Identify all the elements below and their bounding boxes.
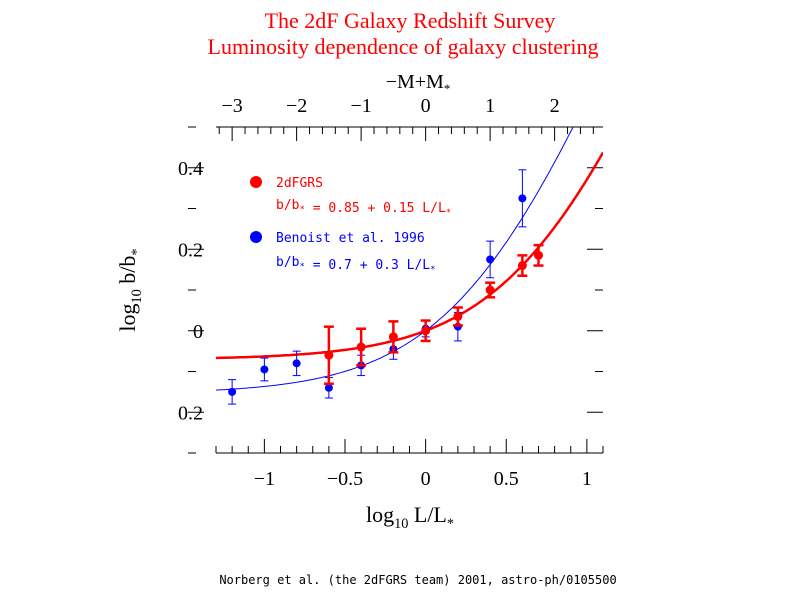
y-tick-label: 0 [193, 321, 203, 343]
data-point-benoist [228, 387, 237, 396]
legend-marker-benoist [250, 231, 262, 243]
data-point-2dfgrs [388, 332, 398, 342]
model-curve-2dfgrs [216, 151, 603, 360]
y-tick-label: 0.2 [178, 402, 203, 424]
top-axis-label: −M+M* [386, 71, 451, 96]
data-point-benoist [486, 255, 495, 264]
chart-title-line1: The 2dF Galaxy Redshift Survey [265, 8, 556, 33]
legend-formula-benoist: b/b* = 0.7 + 0.3 L/L* [276, 255, 436, 275]
top-tick-label: −1 [350, 95, 371, 117]
x-tick-label: 0.5 [494, 468, 519, 490]
data-point-2dfgrs [421, 326, 431, 336]
data-point-2dfgrs [485, 285, 495, 295]
x-tick-label: 0 [421, 468, 431, 490]
y-tick-label: 0.4 [178, 158, 203, 180]
top-tick-label: −3 [221, 95, 242, 117]
data-point-benoist [518, 194, 527, 203]
legend-name-2dfgrs: 2dFGRS [276, 176, 323, 191]
y-tick-label: 0.2 [178, 239, 203, 261]
top-tick-label: 0 [421, 95, 431, 117]
top-tick-label: 1 [485, 95, 495, 117]
data-point-2dfgrs [324, 350, 334, 360]
top-tick-label: 2 [550, 95, 560, 117]
data-point-2dfgrs [356, 342, 366, 352]
chart-title-line2: Luminosity dependence of galaxy clusteri… [208, 34, 599, 59]
credit-text: Norberg et al. (the 2dFGRS team) 2001, a… [219, 573, 616, 587]
data-point-2dfgrs [453, 311, 463, 321]
x-tick-label: −1 [254, 468, 275, 490]
legend-marker-2dfgrs [250, 176, 262, 188]
top-tick-label: −2 [286, 95, 307, 117]
legend-name-benoist: Benoist et al. 1996 [276, 231, 425, 246]
plot-area: −1 −0.5 0 0.5 1 −3 −2 −1 0 1 2 0.4 0.2 0 0.2 log10 L/L*… [115, 71, 604, 532]
y-axis-label: log10 b/b* [115, 248, 145, 331]
x-tick-label: −0.5 [327, 468, 363, 490]
data-point-2dfgrs [517, 261, 527, 271]
data-point-2dfgrs [534, 250, 543, 260]
data-point-benoist [292, 359, 301, 368]
legend-formula-2dfgrs: b/b* = 0.85 + 0.15 L/L* [276, 198, 451, 218]
data-point-benoist [260, 365, 269, 374]
model-curve-benoist [216, 127, 574, 391]
x-axis-label: log10 L/L* [366, 502, 454, 532]
data-point-benoist [324, 383, 333, 392]
x-tick-label: 1 [582, 468, 592, 490]
